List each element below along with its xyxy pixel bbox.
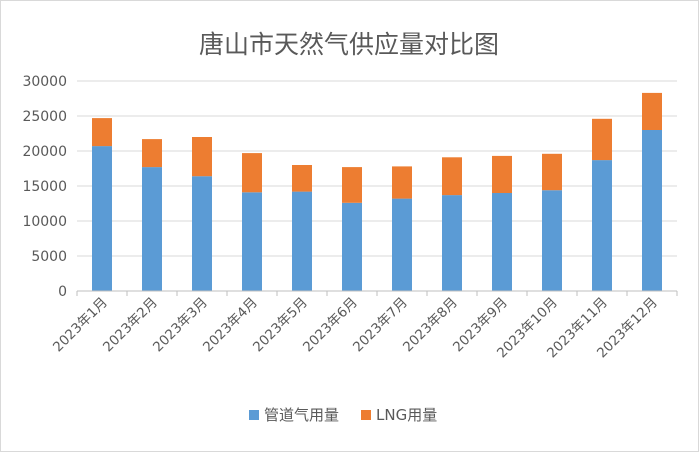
- legend: 管道气用量 LNG用量: [249, 406, 437, 424]
- y-tick-label: 5000: [31, 249, 67, 265]
- bar-segment-pipeline-gas: [192, 176, 212, 291]
- bar-segment-pipeline-gas: [242, 192, 262, 291]
- y-tick-label: 25000: [22, 109, 67, 125]
- bar-segment-pipeline-gas: [392, 198, 412, 291]
- bar-segment-pipeline-gas: [442, 195, 462, 291]
- bar-segment-pipeline-gas: [542, 190, 562, 291]
- bar-segment-lng: [292, 165, 312, 192]
- y-tick-label: 0: [58, 284, 67, 300]
- bar-segment-lng: [342, 167, 362, 203]
- bar-segment-pipeline-gas: [342, 202, 362, 291]
- legend-label-pipeline-gas: 管道气用量: [264, 406, 339, 424]
- legend-label-lng: LNG用量: [376, 406, 437, 424]
- bar-segment-lng: [192, 137, 212, 177]
- y-axis-ticks: 0 5000 10000 15000 20000 25000 30000: [22, 74, 67, 300]
- bar-segment-lng: [542, 153, 562, 191]
- x-axis-labels: 2023年1月2023年2月2023年3月2023年4月2023年5月2023年…: [50, 295, 661, 362]
- y-tick-label: 10000: [22, 214, 67, 230]
- gridlines: [77, 80, 677, 257]
- bar-segment-lng: [592, 118, 612, 161]
- bar-segment-lng: [142, 139, 162, 168]
- bar-segment-lng: [442, 157, 462, 196]
- bar-segment-pipeline-gas: [292, 191, 312, 291]
- chart-title: 唐山市天然气供应量对比图: [199, 30, 499, 59]
- bar-segment-pipeline-gas: [642, 130, 662, 291]
- bar-segment-lng: [92, 118, 112, 147]
- x-axis-ticks: [76, 291, 678, 296]
- bar-segment-lng: [492, 155, 512, 193]
- legend-swatch-pipeline-gas: [249, 410, 259, 420]
- bars: [92, 92, 662, 291]
- bar-segment-pipeline-gas: [92, 146, 112, 291]
- y-tick-label: 15000: [22, 179, 67, 195]
- bar-segment-lng: [242, 153, 262, 193]
- legend-swatch-lng: [361, 410, 371, 420]
- bar-segment-pipeline-gas: [492, 193, 512, 291]
- bar-segment-lng: [392, 166, 412, 199]
- y-tick-label: 20000: [22, 144, 67, 160]
- bar-segment-lng: [642, 92, 662, 130]
- y-tick-label: 30000: [22, 74, 67, 90]
- bar-segment-pipeline-gas: [142, 167, 162, 291]
- bar-segment-pipeline-gas: [592, 160, 612, 291]
